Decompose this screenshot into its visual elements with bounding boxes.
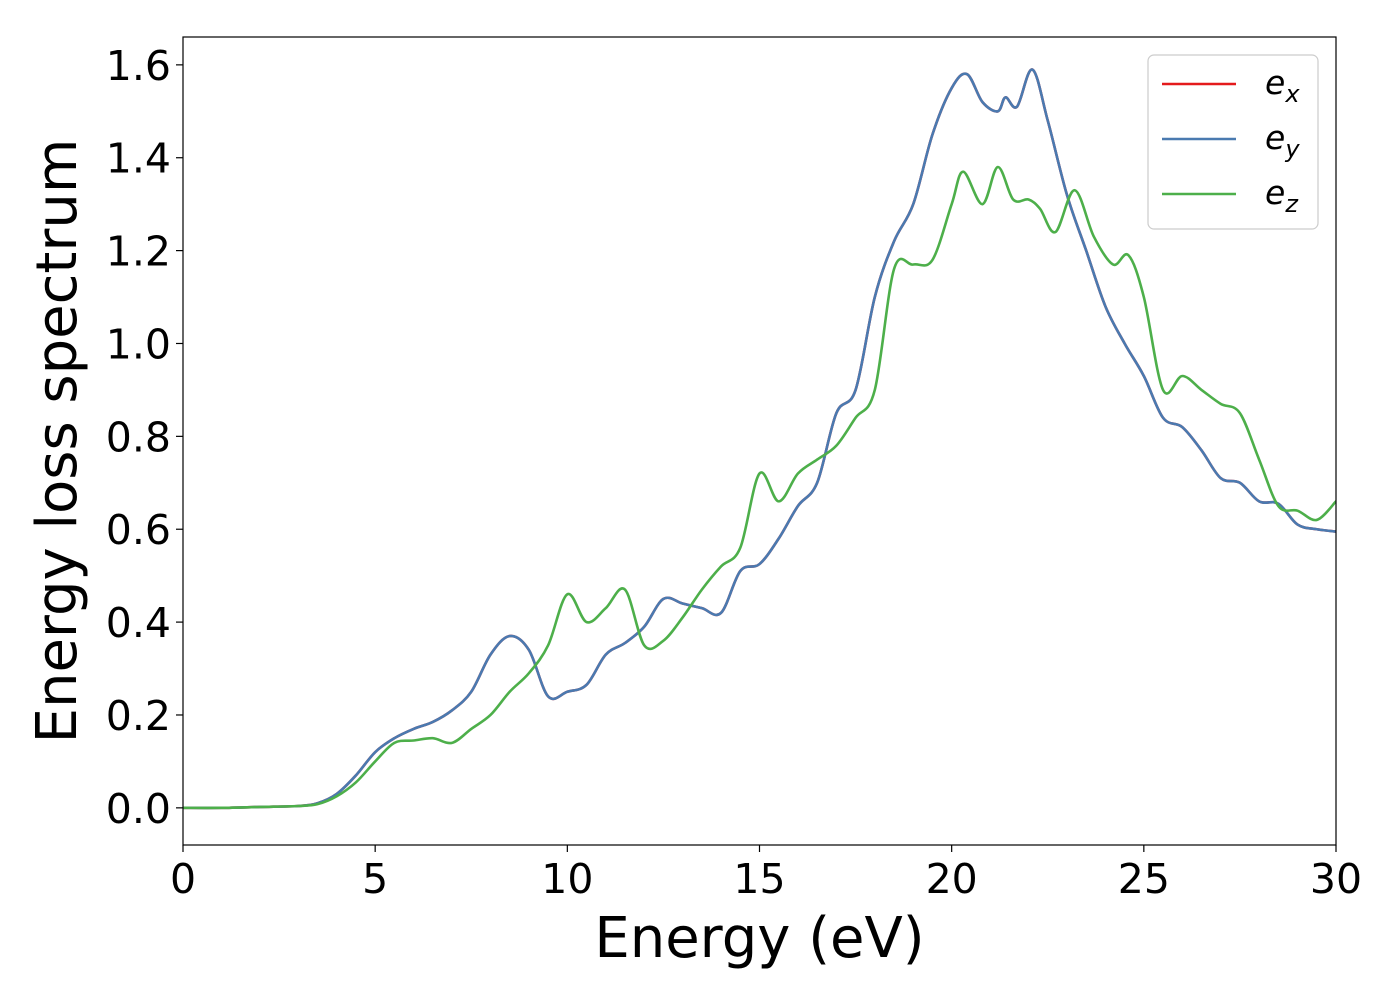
legend-label-e-z: ez: [1265, 173, 1299, 218]
legend-label-e-x: ex: [1265, 63, 1300, 108]
x-tick-label: 10: [541, 855, 593, 903]
y-tick-label: 1.6: [106, 42, 171, 90]
x-tick-label: 15: [733, 855, 785, 903]
x-tick-label: 25: [1118, 855, 1170, 903]
y-tick-label: 0.4: [106, 599, 171, 647]
series-line-e-y: [183, 68, 1336, 810]
plot-series: [183, 68, 1336, 810]
y-axis-title: Energy loss spectrum: [25, 139, 90, 744]
y-axis-ticks: 0.0 0.2 0.4 0.6 0.8 1.0 1.2 1.4 1.6: [106, 42, 183, 833]
legend-label-e-y: ey: [1265, 118, 1300, 163]
x-axis-title: Energy (eV): [594, 906, 924, 971]
x-tick-label: 0: [170, 855, 196, 903]
series-line-e-z: [183, 165, 1336, 810]
y-tick-label: 1.2: [106, 228, 171, 276]
x-axis-ticks: 0 5 10 15 20 25 30: [170, 845, 1362, 903]
x-tick-label: 20: [926, 855, 978, 903]
y-tick-label: 0.0: [106, 785, 171, 833]
legend: ex ey ez: [1147, 54, 1319, 230]
y-tick-label: 1.0: [106, 320, 171, 368]
y-tick-label: 1.4: [106, 135, 171, 183]
x-tick-label: 5: [362, 855, 388, 903]
legend-box: [1147, 54, 1319, 230]
y-tick-label: 0.8: [106, 413, 171, 461]
y-tick-label: 0.2: [106, 692, 171, 740]
y-tick-label: 0.6: [106, 506, 171, 554]
x-tick-label: 30: [1310, 855, 1362, 903]
